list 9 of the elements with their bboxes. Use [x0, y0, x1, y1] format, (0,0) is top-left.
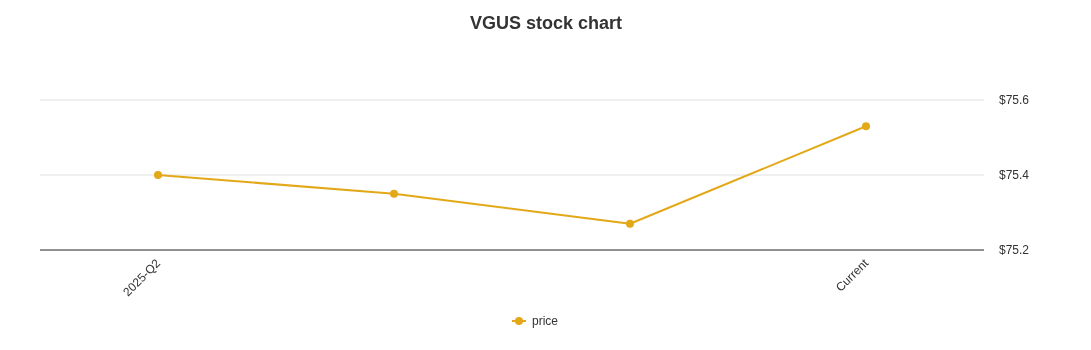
y-tick-label: $75.4 [999, 168, 1030, 182]
y-tick-label: $75.2 [999, 243, 1030, 257]
point [862, 122, 870, 131]
y-tick-label: $75.6 [999, 93, 1030, 107]
legend-label: price [532, 314, 559, 328]
point [390, 189, 398, 198]
point [626, 219, 634, 228]
point [154, 171, 162, 179]
chart-title: VGUS stock chart [469, 13, 623, 33]
